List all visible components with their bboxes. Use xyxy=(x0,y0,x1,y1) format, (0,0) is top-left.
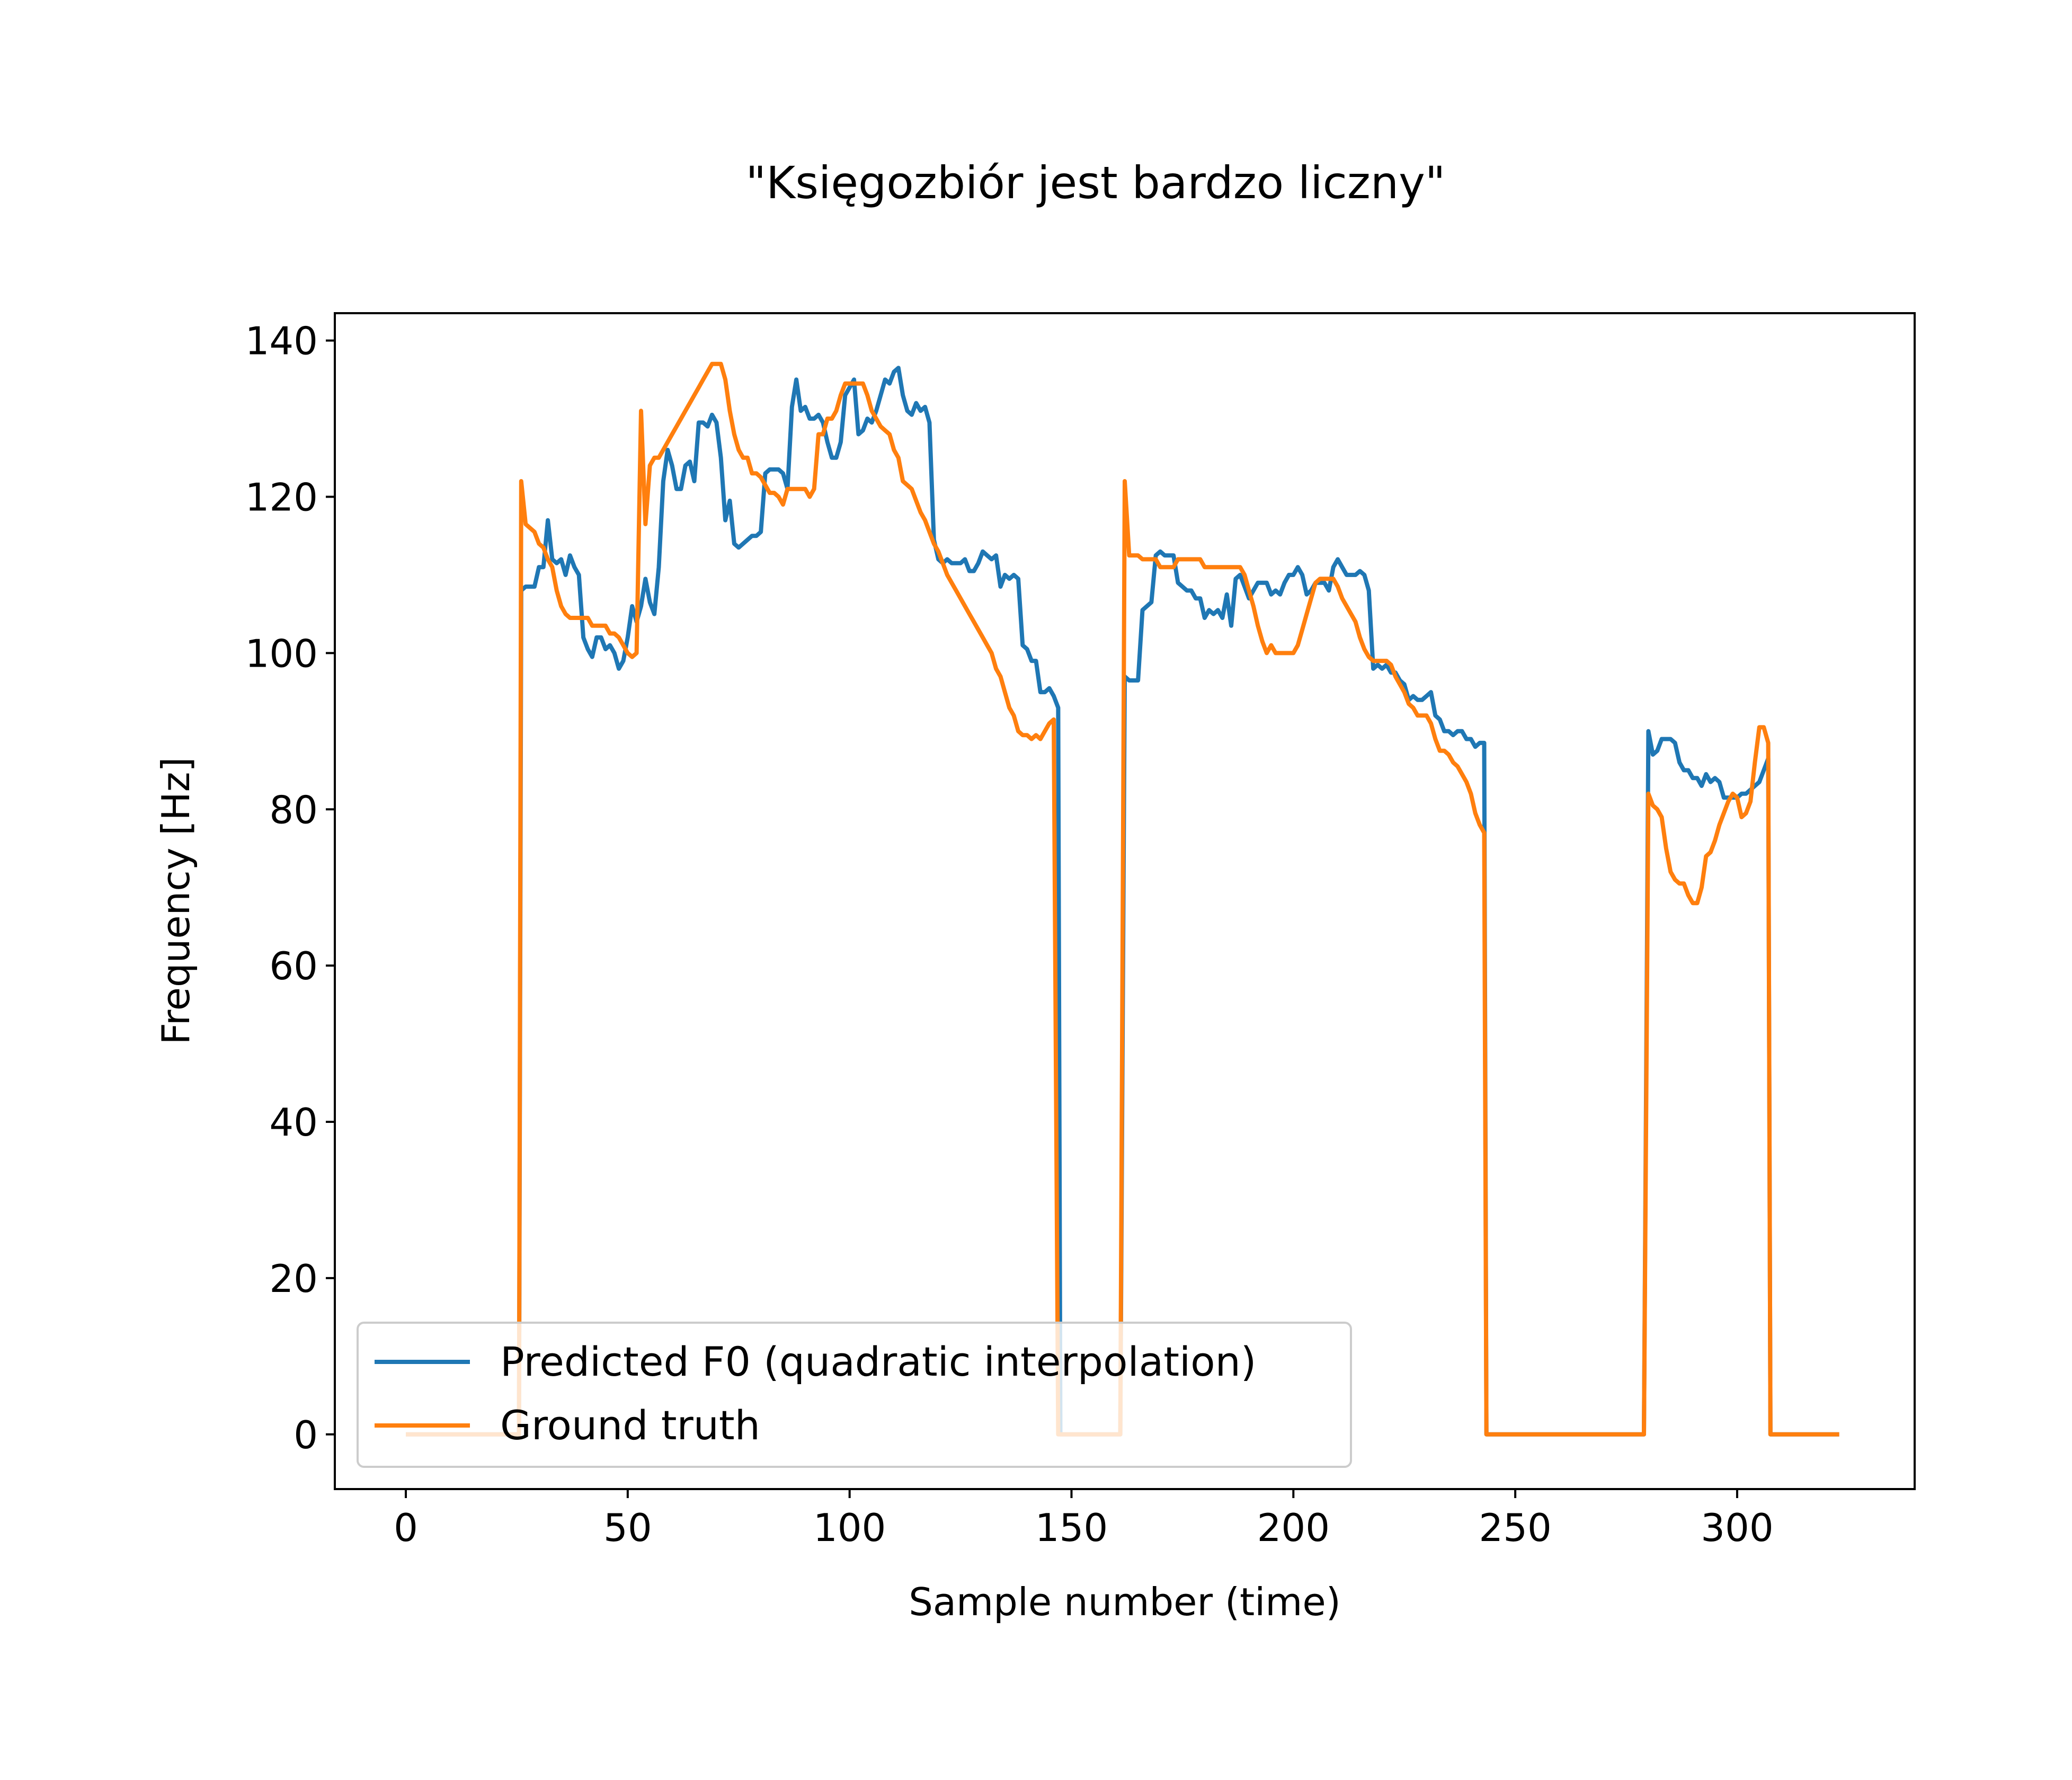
axes-frame xyxy=(334,312,1916,1490)
x-tick-label: 100 xyxy=(813,1506,886,1550)
x-tick-label: 300 xyxy=(1701,1506,1773,1550)
x-tick-label: 0 xyxy=(394,1506,418,1550)
legend-label-ground-truth: Ground truth xyxy=(500,1402,760,1449)
y-tick-label: 100 xyxy=(245,631,318,676)
series-line-predicted xyxy=(406,366,1839,1437)
y-tick-label: 40 xyxy=(269,1100,318,1145)
chart-title: "Księgozbiór jest bardzo liczny" xyxy=(746,157,1446,209)
x-axis-label: Sample number (time) xyxy=(909,1580,1341,1624)
y-tick-label: 80 xyxy=(269,787,318,832)
y-axis-ticks: 0 20 40 60 80 100 120 140 xyxy=(245,319,335,1457)
legend: Predicted F0 (quadratic interpolation) G… xyxy=(357,1322,1352,1468)
x-axis-ticks: 0 50 100 150 200 250 300 xyxy=(394,1489,1774,1550)
series-layer xyxy=(406,361,1839,1437)
y-tick-label: 120 xyxy=(245,475,318,519)
x-tick-label: 200 xyxy=(1257,1506,1330,1550)
x-tick-label: 250 xyxy=(1479,1506,1551,1550)
y-axis-label: Frequency [Hz] xyxy=(154,757,198,1045)
legend-box xyxy=(357,1322,1352,1468)
x-tick-label: 150 xyxy=(1035,1506,1108,1550)
plot-area xyxy=(334,312,1916,1490)
y-tick-label: 0 xyxy=(294,1413,318,1457)
y-tick-label: 60 xyxy=(269,944,318,988)
series-line-ground-truth xyxy=(406,361,1839,1437)
y-tick-label: 140 xyxy=(245,319,318,364)
legend-label-predicted: Predicted F0 (quadratic interpolation) xyxy=(500,1338,1256,1385)
x-tick-label: 50 xyxy=(603,1506,652,1550)
y-tick-label: 20 xyxy=(269,1256,318,1301)
